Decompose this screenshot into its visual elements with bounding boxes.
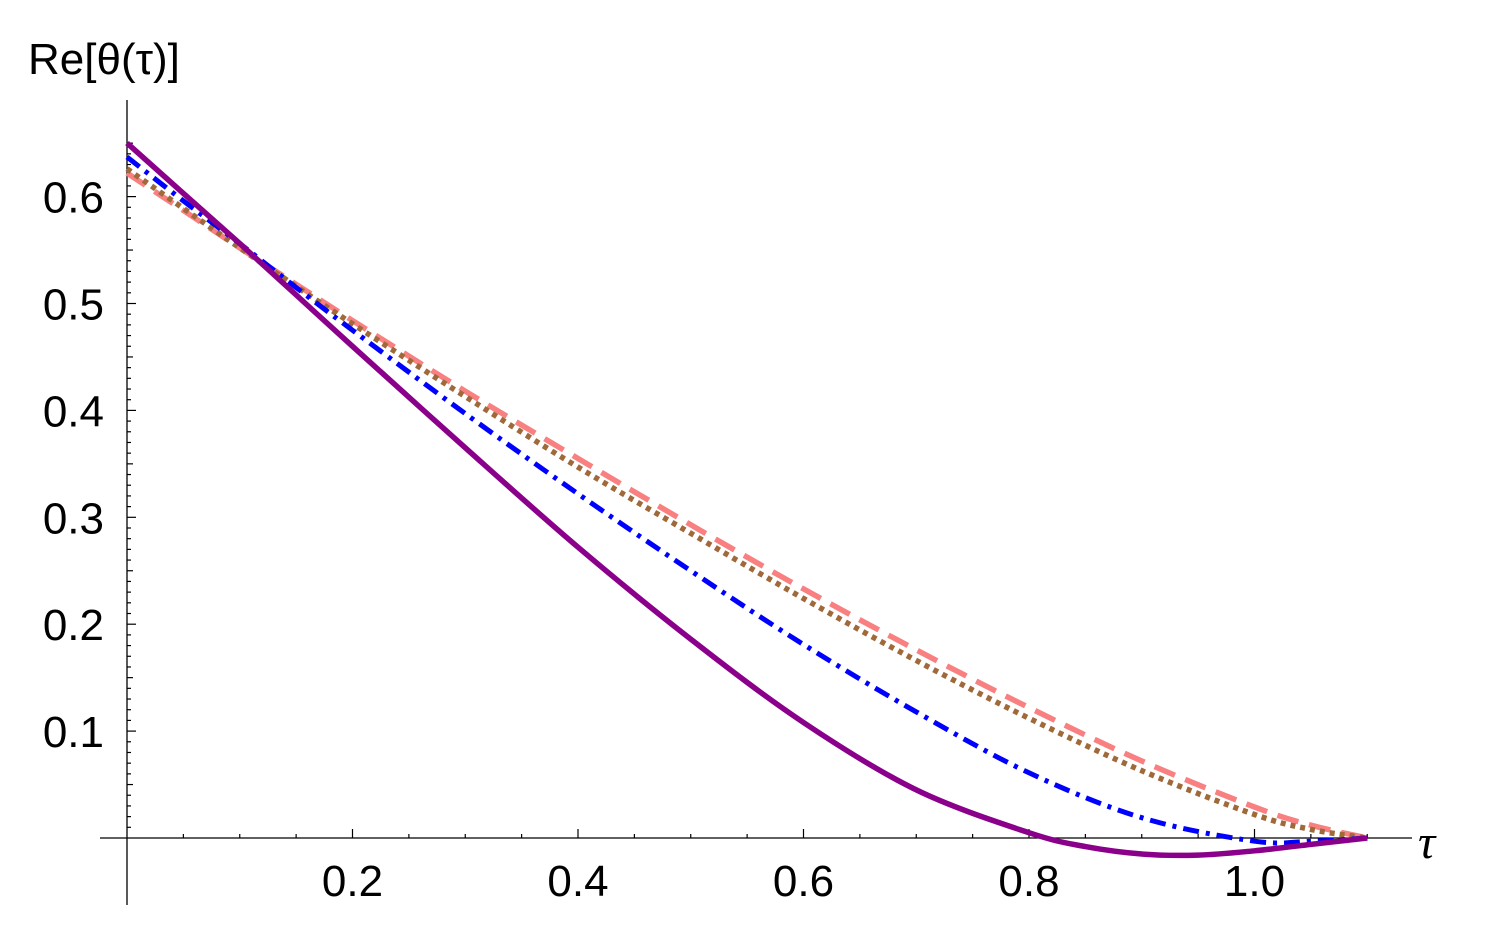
series-group	[125, 141, 1368, 859]
y-tick-label: 0.1	[43, 708, 104, 757]
series-line-dash-dot	[125, 155, 1368, 846]
series-line-dotted	[125, 166, 1368, 841]
x-tick-label: 0.8	[998, 857, 1059, 906]
x-tick-label: 0.2	[322, 857, 383, 906]
x-axis-label: τ	[1418, 816, 1437, 869]
y-axis-label: Re[θ(τ)]	[28, 35, 180, 84]
series-line-dashed	[125, 170, 1368, 841]
minor-ticks	[127, 142, 1368, 838]
major-ticks	[127, 196, 1256, 838]
y-tick-label: 0.3	[43, 494, 104, 543]
tick-labels: 0.2 0.4 0.6 0.8 1.0 0.1 0.2 0.3 0.4 0.5 0.6	[43, 174, 1285, 906]
x-tick-label: 0.4	[547, 857, 608, 906]
x-tick-label: 1.0	[1224, 857, 1285, 906]
y-tick-label: 0.6	[43, 174, 104, 223]
x-tick-label: 0.6	[773, 857, 834, 906]
y-tick-label: 0.4	[43, 387, 104, 436]
y-tick-label: 0.2	[43, 601, 104, 650]
y-tick-label: 0.5	[43, 281, 104, 330]
series-line-solid	[125, 141, 1368, 859]
